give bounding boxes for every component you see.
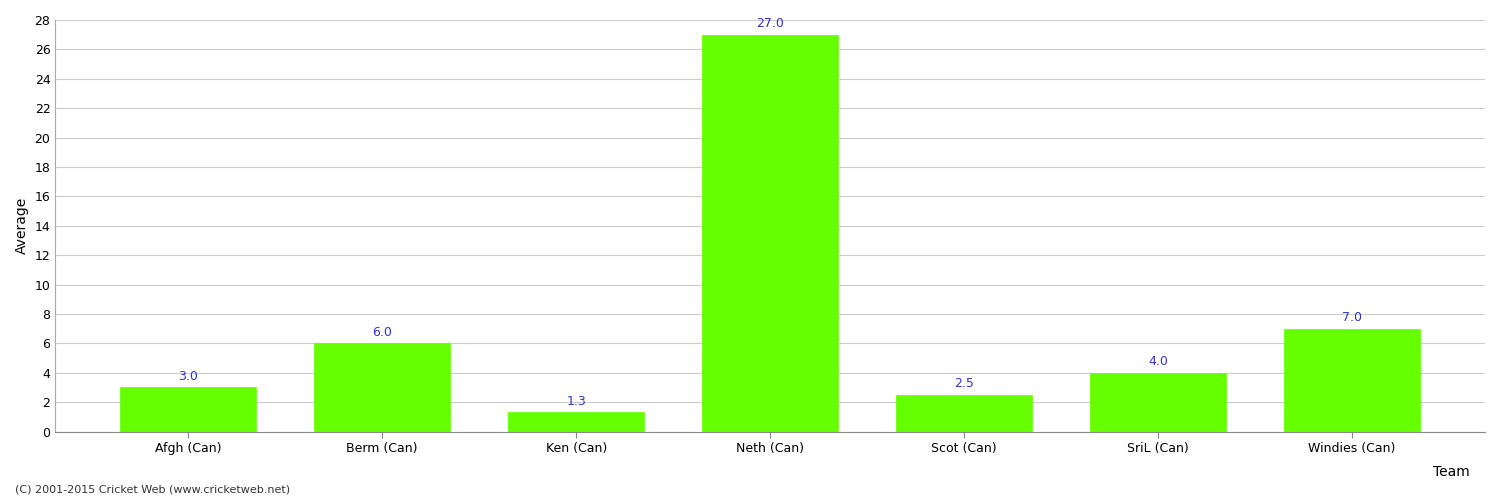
Text: 3.0: 3.0: [178, 370, 198, 383]
Bar: [509, 412, 644, 432]
Text: 4.0: 4.0: [1148, 356, 1168, 368]
Bar: [1090, 373, 1226, 432]
Text: 6.0: 6.0: [372, 326, 392, 339]
Text: 7.0: 7.0: [1342, 312, 1362, 324]
Bar: [896, 395, 1032, 432]
Text: 1.3: 1.3: [567, 395, 586, 408]
Bar: [702, 34, 838, 432]
Bar: [1284, 328, 1420, 432]
Bar: [120, 388, 256, 432]
Text: 27.0: 27.0: [756, 18, 784, 30]
Text: (C) 2001-2015 Cricket Web (www.cricketweb.net): (C) 2001-2015 Cricket Web (www.cricketwe…: [15, 485, 290, 495]
Text: Team: Team: [1434, 465, 1470, 479]
Text: 2.5: 2.5: [954, 378, 974, 390]
Bar: [315, 344, 450, 432]
Y-axis label: Average: Average: [15, 197, 28, 254]
